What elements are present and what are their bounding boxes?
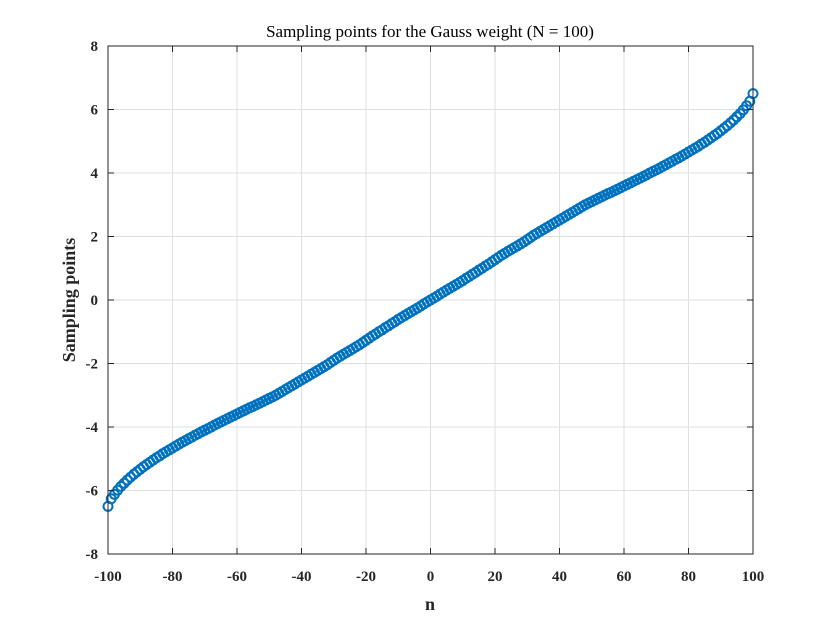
x-tick-label: -40	[292, 569, 312, 585]
y-tick-label: 8	[91, 39, 99, 55]
x-tick-label: -100	[94, 569, 122, 585]
y-tick-label: 4	[91, 166, 99, 182]
x-tick-label: -80	[163, 569, 183, 585]
data-point	[121, 474, 133, 486]
data-point	[721, 120, 733, 132]
data-point	[118, 477, 130, 489]
x-tick-label: 60	[617, 569, 632, 585]
data-point	[728, 114, 740, 126]
data-point	[731, 111, 743, 123]
y-tick-label: 0	[91, 293, 99, 309]
x-axis-label: n	[425, 594, 435, 614]
x-tick-label: 20	[488, 569, 503, 585]
data-point	[724, 117, 736, 129]
x-tick-label: -60	[227, 569, 247, 585]
x-tick-label: 40	[552, 569, 567, 585]
x-tick-label: 100	[742, 569, 765, 585]
y-tick-label: -8	[86, 547, 99, 563]
chart-title: Sampling points for the Gauss weight (N …	[266, 22, 594, 41]
y-axis-label: Sampling points	[59, 238, 79, 363]
x-tick-label: 0	[427, 569, 435, 585]
data-markers	[102, 88, 759, 512]
x-tick-label: -20	[356, 569, 376, 585]
x-tick-label: 80	[681, 569, 696, 585]
y-tick-label: -4	[86, 420, 99, 436]
data-point	[125, 471, 137, 483]
y-tick-label: -6	[86, 484, 99, 500]
y-tick-label: 2	[91, 230, 99, 246]
data-point	[115, 480, 127, 492]
y-tick-label: -2	[86, 357, 99, 373]
axis-ticks: -100 -80 -60 -40 -20 0 20 40 60 80 100-8-6-4-20246…	[86, 39, 765, 585]
y-tick-label: 6	[91, 103, 99, 119]
